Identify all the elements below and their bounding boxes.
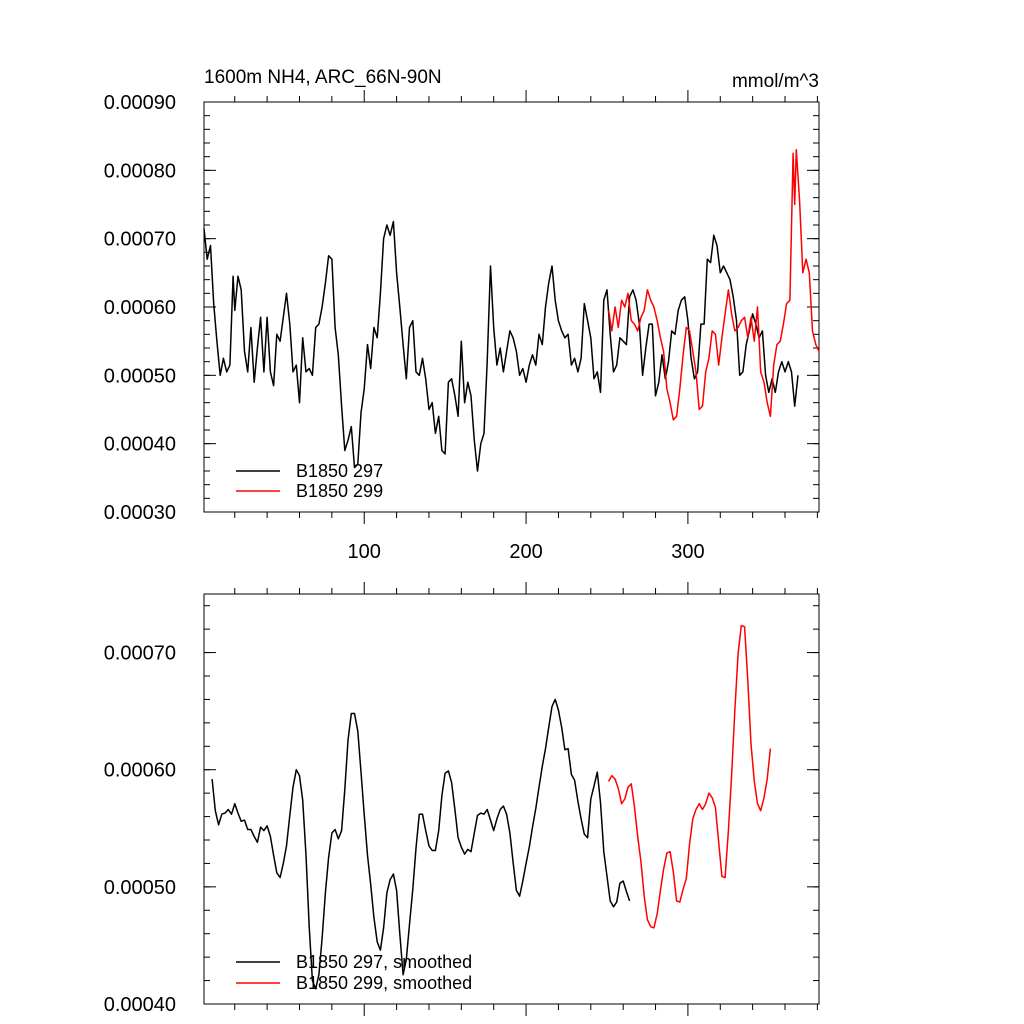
- top-series-lines: [203, 149, 820, 472]
- series-line-b1850-299: [607, 149, 820, 421]
- top-chart-title: 1600m NH4, ARC_66N-90N: [204, 67, 442, 88]
- y-tick-label: 0.00080: [104, 160, 176, 182]
- y-tick-label: 0.00030: [104, 502, 176, 524]
- series-line-b1850-299-smoothed: [607, 624, 772, 929]
- series-line-b1850-297: [203, 220, 799, 472]
- y-tick-label: 0.00090: [104, 92, 176, 114]
- bottom-series-lines: [211, 624, 772, 990]
- legend-label-b1850-297: B1850 297: [296, 461, 383, 481]
- top-legend: B1850 297 B1850 299: [236, 461, 383, 501]
- legend-label-b1850-297-smoothed: B1850 297, smoothed: [296, 952, 472, 972]
- y-tick-label: 0.00060: [104, 297, 176, 319]
- top-panel: 1600m NH4, ARC_66N-90N mmol/m^3 0.000300…: [104, 67, 820, 563]
- y-tick-label: 0.00050: [104, 877, 176, 899]
- x-tick-label: 200: [509, 541, 542, 563]
- top-axis-ticks: 0.00030 0.00040 0.00050 0.00060 0.00070 0.000…: [104, 90, 819, 563]
- y-tick-label: 0.00040: [104, 994, 176, 1016]
- x-tick-label: 300: [671, 541, 704, 563]
- legend-label-b1850-299: B1850 299: [296, 481, 383, 501]
- y-tick-label: 0.00050: [104, 365, 176, 387]
- top-units-label: mmol/m^3: [732, 71, 819, 92]
- legend-label-b1850-299-smoothed: B1850 299, smoothed: [296, 973, 472, 993]
- bottom-axis-ticks: 0.00040 0.00050 0.00060 0.00070: [104, 582, 819, 1016]
- bottom-plot-frame: [203, 593, 820, 1005]
- y-tick-label: 0.00040: [104, 434, 176, 456]
- series-line-b1850-297-smoothed: [211, 698, 631, 990]
- y-tick-label: 0.00070: [104, 643, 176, 665]
- bottom-legend: B1850 297, smoothed B1850 299, smoothed: [236, 952, 472, 993]
- y-tick-label: 0.00070: [104, 229, 176, 251]
- bottom-panel: 0.00040 0.00050 0.00060 0.00070 B1850 297, …: [104, 582, 820, 1016]
- x-tick-label: 100: [348, 541, 381, 563]
- y-tick-label: 0.00060: [104, 760, 176, 782]
